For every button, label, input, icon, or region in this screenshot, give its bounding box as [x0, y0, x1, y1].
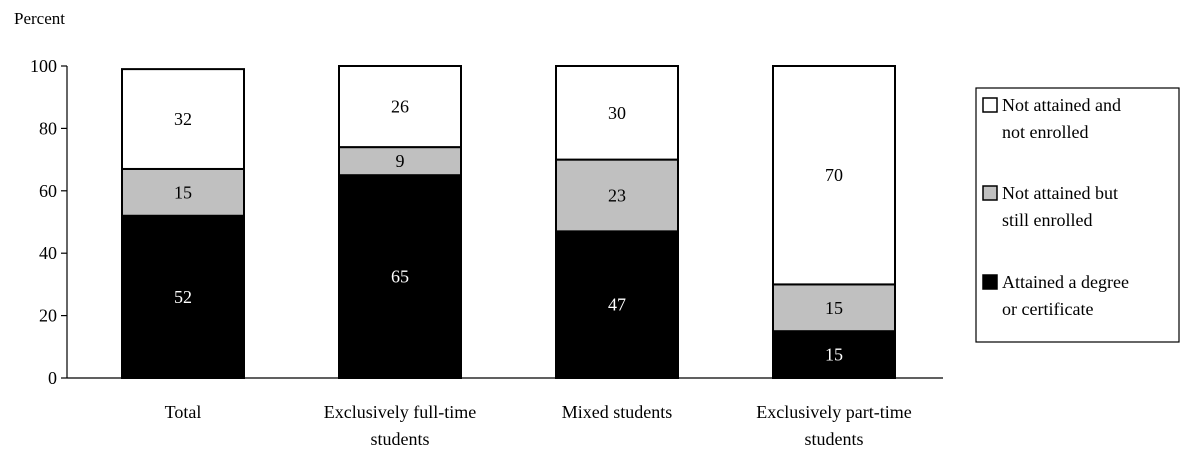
legend-label: or certificate — [1002, 299, 1093, 319]
data-label: 23 — [608, 185, 626, 205]
x-tick-label: students — [370, 429, 429, 449]
bar-segment — [772, 330, 896, 380]
y-tick-label: 0 — [48, 368, 57, 388]
bar-segment — [772, 283, 896, 333]
x-tick-label: Exclusively part-time — [756, 402, 911, 422]
data-label: 65 — [391, 267, 409, 287]
legend-label: still enrolled — [1002, 210, 1092, 230]
x-tick-label: Total — [165, 402, 202, 422]
bar-segment — [555, 65, 679, 161]
bars: 52 15 32 65 9 26 47 23 30 15 15 70 — [121, 65, 896, 380]
data-label: 70 — [825, 165, 843, 185]
bar-segment — [338, 65, 462, 149]
x-tick-label: students — [804, 429, 863, 449]
y-axis-label: Percent — [14, 9, 65, 28]
x-tick-label: Mixed students — [562, 402, 673, 422]
y-tick-label: 100 — [30, 56, 57, 76]
legend-label: not enrolled — [1002, 122, 1088, 142]
legend-label: Not attained and — [1002, 95, 1121, 115]
legend-swatch — [982, 97, 998, 113]
x-axis-labels: Total Exclusively full-time students Mixed … — [165, 402, 912, 449]
x-tick-label: Exclusively full-time — [324, 402, 476, 422]
bar-segment — [121, 68, 245, 170]
legend: Not attained and not enrolled Not attained… — [975, 87, 1180, 343]
bar-segment — [121, 214, 245, 379]
data-label: 15 — [825, 298, 843, 318]
legend-swatch — [982, 274, 998, 290]
legend-swatch — [982, 185, 998, 201]
y-tick-label: 40 — [39, 243, 57, 263]
y-tick-label: 60 — [39, 181, 57, 201]
data-label: 52 — [174, 287, 192, 307]
data-label: 9 — [396, 151, 405, 171]
bar-segment — [772, 65, 896, 286]
data-label: 15 — [825, 345, 843, 365]
bar-segment — [555, 158, 679, 233]
data-label: 47 — [608, 295, 626, 315]
legend-label: Not attained but — [1002, 183, 1118, 203]
y-tick-label: 80 — [39, 118, 57, 138]
data-label: 15 — [174, 182, 192, 202]
legend-label: Attained a degree — [1002, 272, 1129, 292]
y-tick-label: 20 — [39, 306, 57, 326]
bar-segment — [555, 230, 679, 379]
data-label: 26 — [391, 97, 409, 117]
data-label: 30 — [608, 103, 626, 123]
legend-box — [975, 87, 1180, 343]
data-label: 32 — [174, 109, 192, 129]
